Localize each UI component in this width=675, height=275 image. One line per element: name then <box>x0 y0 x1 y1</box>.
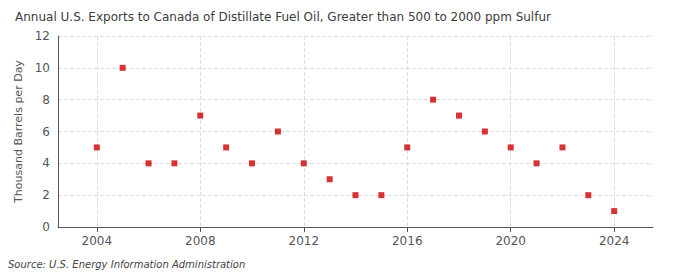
svg-text:2016: 2016 <box>392 234 423 248</box>
svg-text:Source: U.S. Energy Informatio: Source: U.S. Energy Information Administ… <box>8 259 245 270</box>
svg-text:2024: 2024 <box>599 234 630 248</box>
svg-text:2008: 2008 <box>185 234 216 248</box>
svg-text:4: 4 <box>42 156 50 170</box>
svg-text:Thousand Barrels per Day: Thousand Barrels per Day <box>12 60 25 204</box>
svg-text:Annual U.S. Exports to Canada: Annual U.S. Exports to Canada of Distill… <box>15 10 551 24</box>
svg-text:8: 8 <box>42 93 50 107</box>
svg-text:2012: 2012 <box>288 234 319 248</box>
svg-text:2: 2 <box>42 188 50 202</box>
svg-text:10: 10 <box>35 61 50 75</box>
svg-text:2004: 2004 <box>82 234 113 248</box>
svg-text:6: 6 <box>42 125 50 139</box>
svg-text:2020: 2020 <box>495 234 526 248</box>
svg-text:12: 12 <box>35 29 50 43</box>
svg-text:0: 0 <box>42 220 50 234</box>
